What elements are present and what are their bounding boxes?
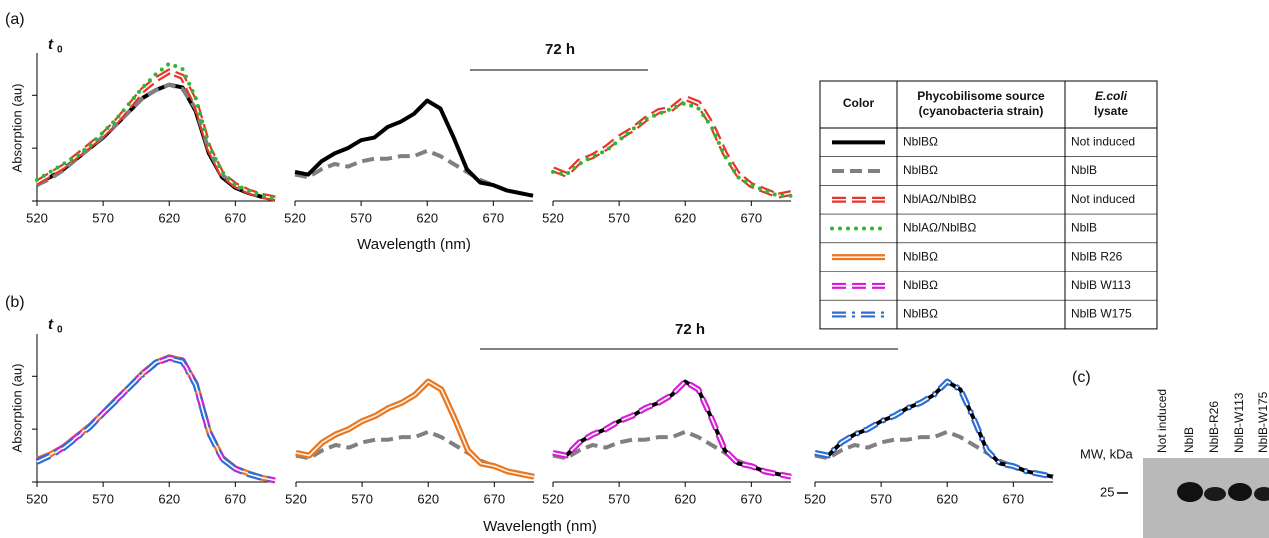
x-tick-label: 670 — [224, 210, 246, 225]
x-tick-label: 620 — [158, 210, 180, 225]
x-tick-label: 620 — [417, 491, 439, 506]
x-tick-label: 520 — [285, 491, 307, 506]
series-line — [553, 103, 791, 196]
gel-band — [1228, 483, 1252, 501]
lane-label: NblB-W113 — [1232, 392, 1246, 453]
x-tick-label: 620 — [936, 491, 958, 506]
table-cell: NblB R26 — [1071, 249, 1123, 263]
series-line-inner — [37, 358, 275, 481]
lane-label: Not induced — [1155, 389, 1169, 453]
mw-label: MW, kDa — [1080, 446, 1133, 461]
mw-marker: 25 — [1100, 484, 1114, 499]
series-line — [37, 85, 275, 200]
series-line — [37, 64, 275, 199]
x-tick-label: 570 — [92, 210, 114, 225]
series-line — [37, 358, 275, 480]
figure: (a) (b) (c) t 0 t 0 72 h 72 h Absorption… — [0, 0, 1269, 538]
x-tick-label: 520 — [542, 210, 564, 225]
series-line — [37, 357, 275, 480]
x-tick-label: 670 — [224, 491, 246, 506]
gel-band — [1204, 487, 1226, 501]
x-tick-label: 570 — [92, 491, 114, 506]
x-axis-label: Wavelength (nm) — [483, 518, 597, 535]
x-tick-label: 620 — [674, 210, 696, 225]
table-header: Color — [843, 96, 875, 110]
x-tick-label: 670 — [740, 210, 762, 225]
x-tick-label: 570 — [608, 210, 630, 225]
series-line — [37, 358, 275, 481]
panel-label: (c) — [1072, 369, 1091, 386]
table-header: Phycobilisome source — [917, 89, 1045, 103]
x-tick-label: 520 — [804, 491, 826, 506]
table-cell: NblBΩ — [903, 249, 938, 263]
x-tick-label: 670 — [483, 491, 505, 506]
y-axis-label: Absorption (au) — [9, 84, 24, 173]
table-header: lysate — [1094, 104, 1128, 118]
x-tick-label: 570 — [870, 491, 892, 506]
time-sub: 0 — [57, 45, 63, 56]
y-axis-label: Absorption (au) — [9, 364, 24, 453]
table-cell: Not induced — [1071, 135, 1135, 149]
x-tick-label: 620 — [674, 491, 696, 506]
lane-label: NblB-W175 — [1256, 391, 1269, 453]
table-cell: NblBΩ — [903, 307, 938, 321]
x-tick-label: 670 — [1002, 491, 1024, 506]
series-line — [37, 358, 275, 481]
table-header: E.coli — [1095, 89, 1128, 103]
x-tick-label: 670 — [482, 210, 504, 225]
time-label: t — [48, 36, 54, 53]
table-cell: NblBΩ — [903, 278, 938, 292]
series-line-inner — [553, 98, 791, 196]
table-cell: NblBΩ — [903, 135, 938, 149]
x-tick-label: 620 — [416, 210, 438, 225]
series-line-inner — [37, 357, 275, 480]
table-cell: NblBΩ — [903, 163, 938, 177]
x-tick-label: 520 — [542, 491, 564, 506]
series-line — [296, 382, 534, 477]
series-line — [295, 101, 533, 196]
x-tick-label: 520 — [26, 491, 48, 506]
x-tick-label: 620 — [158, 491, 180, 506]
time-sub: 0 — [57, 325, 63, 336]
x-tick-label: 520 — [26, 210, 48, 225]
series-line — [553, 98, 791, 196]
series-line — [815, 382, 1053, 477]
x-axis-label: Wavelength (nm) — [357, 236, 471, 253]
series-line — [553, 382, 791, 477]
table-cell: Not induced — [1071, 192, 1135, 206]
time-label: t — [48, 316, 54, 333]
series-line-inner — [37, 358, 275, 480]
series-line — [37, 85, 275, 200]
lane-label: NblB-R26 — [1207, 401, 1221, 453]
table-header: (cyanobacteria strain) — [919, 104, 1044, 118]
time-label: 72 h — [675, 321, 705, 338]
gel-band — [1177, 482, 1203, 502]
x-tick-label: 670 — [740, 491, 762, 506]
table-cell: NblB W175 — [1071, 307, 1132, 321]
table-cell: NblB W113 — [1071, 278, 1131, 292]
x-tick-label: 570 — [608, 491, 630, 506]
lane-label: NblB — [1182, 427, 1196, 453]
table-cell: NblAΩ/NblBΩ — [903, 221, 976, 235]
panel-label: (b) — [5, 294, 25, 311]
table-cell: NblB — [1071, 163, 1097, 177]
x-tick-label: 520 — [284, 210, 306, 225]
table-cell: NblB — [1071, 221, 1097, 235]
panel-label: (a) — [5, 11, 25, 28]
x-tick-label: 570 — [350, 210, 372, 225]
time-label: 72 h — [545, 41, 575, 58]
x-tick-label: 570 — [351, 491, 373, 506]
table-cell: NblAΩ/NblBΩ — [903, 192, 976, 206]
